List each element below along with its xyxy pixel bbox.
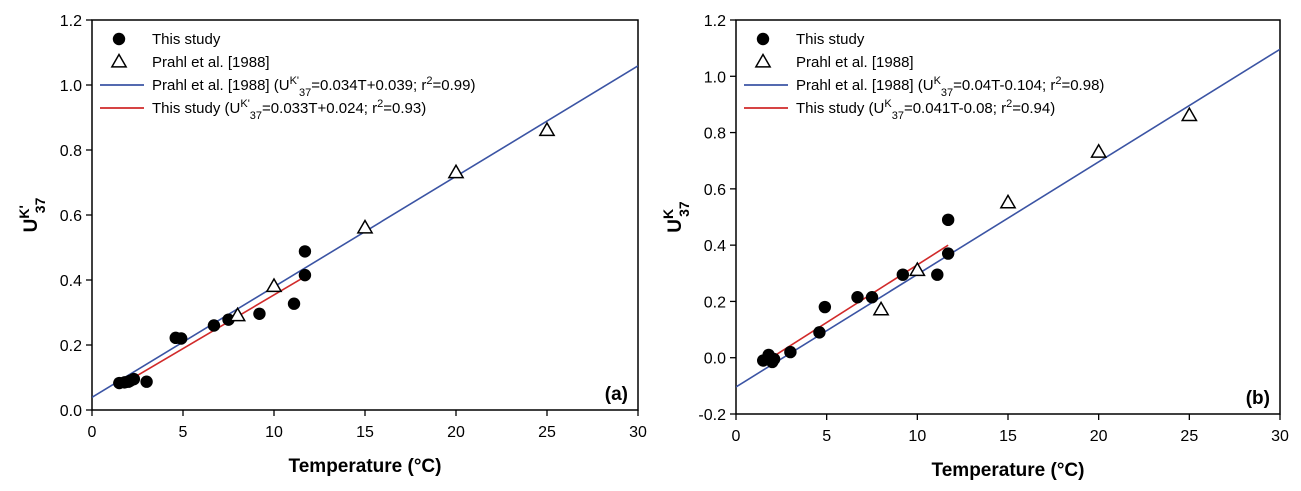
data-point-this-study (298, 245, 312, 258)
panel-label: (b) (1246, 388, 1270, 409)
legend-label-this-study: This study (152, 31, 221, 48)
legend-marker-this-study (112, 32, 126, 46)
data-point-this-study (784, 345, 797, 359)
y-tick-label: 0.2 (60, 338, 82, 355)
data-point-this-study (222, 313, 235, 326)
data-point-this-study (140, 375, 153, 388)
y-tick-label: 0.2 (704, 294, 726, 311)
data-point-this-study (253, 307, 266, 320)
x-tick-label: 10 (908, 428, 926, 445)
data-point-prahl (1090, 143, 1108, 158)
y-tick-label: 0.8 (704, 126, 726, 143)
y-axis-label: UK37 (660, 201, 692, 233)
x-axis-label: Temperature (°C) (289, 456, 442, 477)
x-tick-label: 0 (732, 428, 741, 445)
data-point-prahl (872, 300, 890, 316)
y-tick-label: 1.0 (60, 78, 82, 95)
data-point-this-study (931, 268, 944, 281)
x-tick-label: 25 (538, 424, 556, 441)
y-tick-label: 0.0 (704, 351, 726, 368)
data-point-this-study (127, 372, 141, 386)
y-tick-label: 0.6 (704, 182, 726, 199)
data-point-this-study (941, 213, 955, 227)
legend-label-prahl: Prahl et al. [1988] (152, 54, 270, 71)
data-point-this-study (941, 247, 955, 260)
y-tick-label: -0.2 (698, 407, 726, 424)
legend-label-this-study-fit: This study (UK37=0.041T-0.08; r2=0.94) (796, 98, 1055, 122)
legend-marker-prahl (110, 52, 128, 68)
x-tick-label: 25 (1180, 428, 1198, 445)
y-tick-label: 0.6 (60, 208, 82, 225)
x-tick-label: 5 (822, 428, 831, 445)
y-tick-label: 0.0 (60, 403, 82, 420)
data-point-prahl (356, 218, 374, 234)
data-point-prahl (999, 193, 1017, 209)
data-point-this-study (818, 300, 832, 314)
x-tick-label: 15 (999, 428, 1017, 445)
data-point-this-study (896, 268, 910, 281)
legend-label-this-study-fit: This study (UK'37=0.033T+0.024; r2=0.93) (152, 98, 426, 122)
chart-panel-a: 0 5 10 15 20 25 30 0.0 0.2 0.4 0.6 0.8 1.0 1.2 Tempera… (16, 13, 647, 477)
data-point-prahl (229, 306, 247, 322)
data-point-this-study (174, 332, 188, 345)
data-point-this-study (813, 326, 826, 339)
data-point-this-study (865, 291, 879, 304)
x-tick-label: 30 (629, 424, 647, 441)
x-tick-label: 0 (88, 424, 97, 441)
data-point-prahl (447, 163, 465, 179)
y-tick-label: 0.4 (704, 238, 726, 255)
x-tick-label: 30 (1271, 428, 1289, 445)
data-point-this-study (207, 319, 221, 332)
y-tick-label: 0.4 (60, 273, 82, 290)
legend-label-prahl: Prahl et al. [1988] (796, 54, 914, 71)
data-point-prahl (1180, 106, 1198, 122)
x-tick-label: 20 (447, 424, 465, 441)
data-point-prahl (538, 121, 556, 137)
data-point-prahl (908, 261, 926, 277)
data-point-this-study (851, 291, 864, 304)
legend-marker-prahl (754, 52, 772, 68)
regression-line-prahl (736, 48, 1280, 388)
y-axis-label: UK'37 (16, 197, 48, 232)
y-tick-label: 1.0 (704, 69, 726, 86)
y-tick-label: 1.2 (704, 13, 726, 30)
data-point-this-study (287, 297, 301, 310)
x-tick-label: 20 (1090, 428, 1108, 445)
chart-panel-b: 0 5 10 15 20 25 30 -0.2 0.0 0.2 0.4 0.6 0.8 1.0 1.2 Tem… (660, 13, 1289, 481)
data-point-this-study (298, 268, 312, 282)
legend-label-prahl-fit: Prahl et al. [1988] (UK37=0.04T-0.104; r… (796, 75, 1104, 99)
x-axis-label: Temperature (°C) (932, 460, 1085, 481)
x-tick-label: 10 (265, 424, 283, 441)
regression-line-this-study (762, 244, 949, 364)
legend-label-this-study: This study (796, 31, 865, 48)
data-point-this-study (767, 352, 781, 366)
legend-marker-this-study (756, 32, 770, 46)
x-tick-label: 15 (356, 424, 374, 441)
panel-label: (a) (605, 384, 628, 405)
x-tick-label: 5 (179, 424, 188, 441)
y-tick-label: 0.8 (60, 143, 82, 160)
legend-label-prahl-fit: Prahl et al. [1988] (UK'37=0.034T+0.039;… (152, 75, 475, 99)
y-tick-label: 1.2 (60, 13, 82, 30)
data-point-prahl (265, 277, 283, 293)
